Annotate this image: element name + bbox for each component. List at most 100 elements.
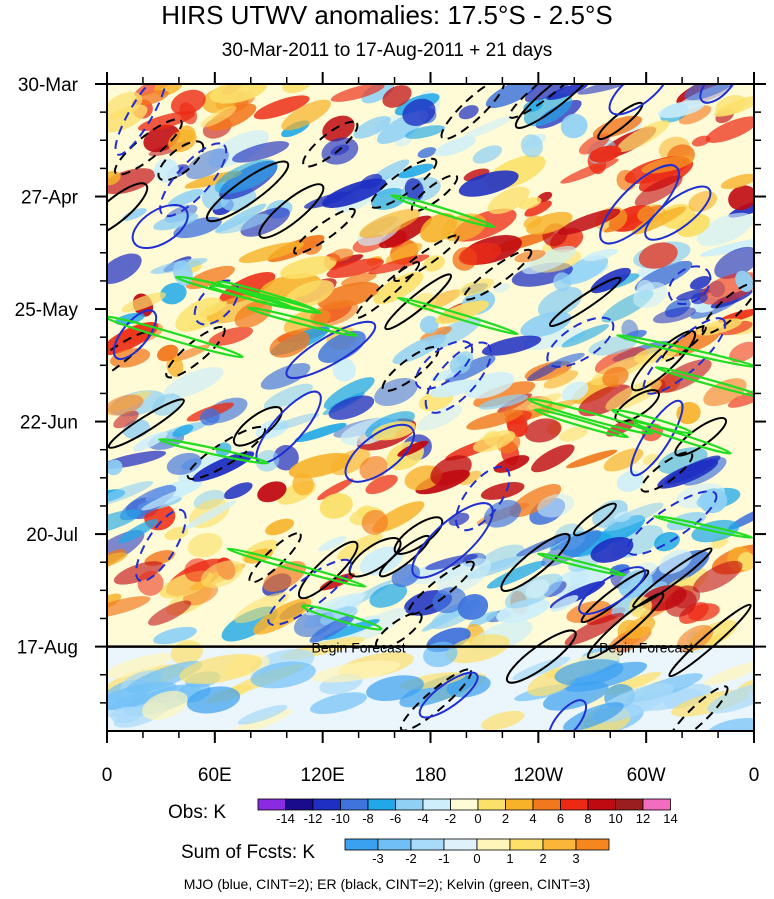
- er-contour: [248, 532, 302, 584]
- kelvin-contour: [632, 420, 732, 455]
- anomaly-blob: [200, 560, 243, 588]
- anomaly-blob: [603, 502, 664, 532]
- anomaly-blob: [523, 100, 543, 113]
- anomaly-blob: [137, 570, 164, 596]
- anomaly-blob: [122, 208, 147, 221]
- anomaly-blob: [255, 449, 280, 472]
- anomaly-blob: [703, 378, 747, 407]
- y-tick-label: 20-Jul: [26, 525, 78, 546]
- kelvin-contour: [527, 397, 654, 435]
- forecast-blob: [222, 709, 293, 731]
- mjo-contour: [114, 84, 167, 156]
- colorbar-swatch: [509, 838, 544, 851]
- anomaly-blob: [548, 352, 585, 368]
- colorbar-swatch: [257, 798, 286, 811]
- anomaly-blob: [689, 275, 711, 290]
- anomaly-blob: [166, 355, 184, 378]
- anomaly-blob: [525, 579, 550, 599]
- er-contour: [186, 425, 267, 481]
- anomaly-blob: [402, 98, 436, 126]
- anomaly-blob: [405, 125, 446, 139]
- anomaly-blob: [425, 554, 478, 570]
- mjo-contour: [547, 699, 588, 731]
- anomaly-blob: [269, 330, 310, 358]
- anomaly-blob: [656, 359, 712, 393]
- forecast-blob: [142, 690, 188, 720]
- er-contour: [661, 325, 707, 363]
- anomaly-blob: [107, 170, 121, 186]
- anomaly-blob: [676, 624, 714, 652]
- mjo-contour: [642, 317, 727, 395]
- kelvin-contour: [653, 514, 754, 539]
- anomaly-blob: [341, 272, 377, 287]
- forecast-blob: [309, 692, 368, 715]
- anomaly-blob: [520, 134, 543, 158]
- anomaly-blob: [163, 367, 224, 399]
- anomaly-blob: [657, 459, 719, 489]
- anomaly-blob: [537, 493, 575, 518]
- forecast-blob: [366, 675, 424, 702]
- anomaly-blob: [720, 173, 754, 190]
- anomaly-blob: [208, 326, 253, 346]
- anomaly-blob: [631, 206, 687, 235]
- anomaly-blob: [561, 381, 589, 402]
- anomaly-blob: [603, 448, 644, 472]
- anomaly-blob: [137, 111, 196, 131]
- anomaly-blob: [633, 281, 668, 309]
- er-contour: [668, 685, 729, 731]
- anomaly-blob: [625, 616, 656, 639]
- fcst-colorbar: -3 -2 -1 0 1 2 3: [344, 838, 610, 866]
- fcst-colorbar-label: Sum of Fcsts: K: [181, 842, 316, 863]
- anomaly-blob: [522, 245, 577, 275]
- er-contour: [381, 345, 440, 392]
- forecast-blob: [707, 717, 754, 731]
- er-contour: [107, 398, 185, 449]
- anomaly-blob: [658, 549, 692, 575]
- anomaly-blob: [637, 204, 666, 223]
- mjo-contour: [135, 508, 187, 583]
- anomaly-blob: [728, 507, 754, 530]
- anomaly-blob: [322, 178, 387, 208]
- y-tick-label: 25-May: [15, 300, 79, 321]
- kelvin-contour: [107, 315, 244, 359]
- anomaly-blob: [553, 272, 572, 292]
- anomaly-blob: [590, 537, 634, 563]
- colorbar-tick-label: -8: [362, 811, 374, 826]
- er-contour: [410, 174, 459, 213]
- er-contour: [701, 282, 754, 335]
- er-contour: [348, 537, 402, 578]
- x-tick-label: 0: [749, 765, 760, 786]
- er-contour: [573, 502, 617, 537]
- colorbar-tick-label: 8: [584, 811, 591, 826]
- x-tick-label: 60W: [627, 765, 666, 786]
- anomaly-blob: [481, 335, 542, 356]
- colorbar-swatch: [575, 838, 610, 851]
- anomaly-blob: [232, 141, 290, 163]
- er-contour: [107, 182, 149, 238]
- anomaly-blob: [113, 410, 139, 429]
- anomaly-blob: [273, 444, 299, 471]
- mjo-contour: [667, 265, 712, 306]
- anomaly-blob: [361, 509, 389, 535]
- anomaly-blob: [263, 560, 307, 592]
- anomaly-blob: [332, 358, 356, 382]
- mjo-contour: [608, 84, 671, 116]
- anomaly-field: [107, 84, 754, 731]
- anomaly-blob: [385, 242, 423, 265]
- anomaly-blob: [330, 84, 385, 102]
- colorbar-swatch: [505, 798, 534, 811]
- er-contour: [630, 329, 697, 392]
- er-contour: [508, 84, 586, 119]
- anomaly-blob: [323, 377, 375, 410]
- anomaly-blob: [153, 626, 197, 645]
- kelvin-contour: [533, 408, 629, 439]
- anomaly-blob: [369, 583, 408, 608]
- forecast-blob: [399, 672, 478, 708]
- anomaly-blob: [560, 255, 609, 285]
- er-contour: [258, 183, 325, 239]
- anomaly-blob: [397, 163, 434, 179]
- forecast-blob: [703, 661, 754, 686]
- anomaly-blob: [260, 363, 311, 390]
- anomaly-blob: [185, 148, 229, 180]
- anomaly-blob: [728, 185, 754, 211]
